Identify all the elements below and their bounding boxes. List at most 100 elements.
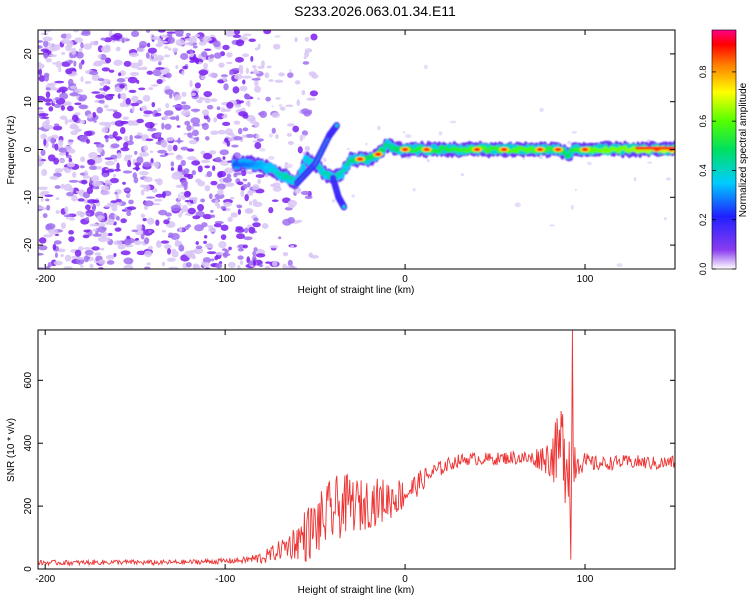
noise-speckle: [212, 165, 216, 171]
noise-speckle: [38, 40, 44, 43]
noise-speckle: [86, 256, 91, 260]
noise-speckle: [274, 35, 281, 38]
noise-speckle: [187, 132, 193, 138]
noise-speckle: [265, 96, 271, 102]
noise-speckle: [225, 128, 233, 136]
noise-speckle: [98, 259, 106, 265]
spectrogram-y-tick-label: 0: [23, 146, 34, 152]
noise-speckle: [50, 44, 60, 47]
noise-speckle: [143, 184, 151, 192]
noise-speckle: [193, 137, 199, 140]
noise-speckle: [163, 54, 171, 58]
noise-speckle: [255, 133, 260, 140]
noise-speckle: [235, 39, 245, 47]
noise-speckle: [232, 86, 240, 94]
noise-speckle: [92, 228, 98, 232]
noise-speckle: [99, 53, 107, 61]
noise-speckle: [252, 259, 257, 267]
noise-speckle: [132, 167, 141, 170]
noise-speckle: [120, 147, 130, 152]
noise-speckle: [71, 194, 78, 202]
noise-speckle: [172, 47, 179, 53]
noise-speckle: [120, 120, 129, 124]
noise-speckle: [94, 252, 102, 256]
noise-speckle: [233, 136, 243, 141]
noise-speckle: [128, 89, 137, 94]
noise-speckle: [63, 266, 73, 269]
noise-speckle: [201, 261, 210, 268]
noise-speckle: [86, 113, 94, 119]
noise-speckle: [220, 74, 229, 78]
noise-speckle: [146, 70, 154, 75]
noise-speckle: [175, 39, 186, 47]
noise-speckle: [170, 167, 175, 171]
noise-speckle: [97, 78, 105, 82]
noise-speckle: [230, 212, 238, 218]
noise-speckle: [192, 215, 201, 220]
noise-speckle: [119, 127, 126, 134]
noise-speckle: [210, 98, 218, 103]
noise-speckle: [163, 219, 170, 225]
noise-speckle: [252, 250, 257, 257]
noise-speckle: [155, 54, 165, 62]
noise-speckle: [191, 170, 197, 176]
noise-speckle: [261, 60, 265, 68]
noise-speckle: [154, 161, 160, 169]
noise-speckle: [76, 210, 83, 216]
noise-speckle: [146, 42, 151, 48]
noise-speckle: [302, 61, 310, 65]
noise-speckle: [129, 134, 133, 142]
noise-speckle: [666, 177, 672, 181]
noise-speckle: [114, 227, 122, 232]
noise-speckle: [60, 222, 66, 229]
snr-x-tick-label: 100: [577, 574, 594, 585]
noise-speckle: [85, 212, 91, 217]
noise-speckle: [331, 199, 336, 203]
noise-speckle: [181, 179, 188, 187]
noise-speckle: [272, 182, 281, 189]
spectrogram-noise-layer: [38, 30, 672, 269]
noise-speckle: [249, 200, 253, 206]
noise-speckle: [204, 243, 214, 249]
noise-speckle: [167, 217, 171, 220]
spectrogram-y-tick-label: 10: [23, 96, 34, 108]
noise-speckle: [74, 37, 83, 43]
noise-speckle: [188, 35, 197, 44]
noise-speckle: [226, 101, 234, 109]
noise-speckle: [186, 124, 192, 132]
noise-speckle: [129, 71, 140, 76]
noise-speckle: [204, 48, 212, 51]
noise-speckle: [197, 180, 206, 187]
hot-spot: [423, 147, 430, 152]
noise-speckle: [244, 93, 251, 100]
noise-speckle: [42, 213, 48, 219]
noise-speckle: [76, 51, 84, 59]
noise-speckle: [100, 185, 110, 191]
noise-speckle: [549, 224, 555, 227]
noise-speckle: [144, 121, 155, 129]
noise-speckle: [242, 113, 249, 119]
noise-speckle: [405, 134, 412, 139]
noise-speckle: [236, 233, 245, 240]
noise-speckle: [140, 213, 146, 218]
noise-speckle: [92, 111, 97, 118]
noise-speckle: [158, 209, 168, 216]
noise-speckle: [54, 185, 61, 189]
noise-speckle: [79, 265, 84, 268]
noise-speckle: [257, 178, 261, 184]
noise-speckle: [217, 171, 223, 178]
noise-speckle: [88, 165, 98, 170]
noise-speckle: [189, 49, 193, 54]
noise-speckle: [66, 105, 74, 112]
noise-speckle: [38, 107, 44, 110]
snr-x-tick-label: -200: [35, 574, 55, 585]
hot-spot: [582, 147, 589, 152]
noise-speckle: [242, 79, 246, 85]
noise-speckle: [301, 90, 306, 96]
noise-speckle: [161, 261, 166, 267]
noise-speckle: [165, 102, 170, 109]
noise-speckle: [226, 61, 233, 65]
noise-speckle: [115, 198, 122, 203]
noise-speckle: [239, 85, 248, 92]
noise-speckle: [140, 189, 145, 196]
